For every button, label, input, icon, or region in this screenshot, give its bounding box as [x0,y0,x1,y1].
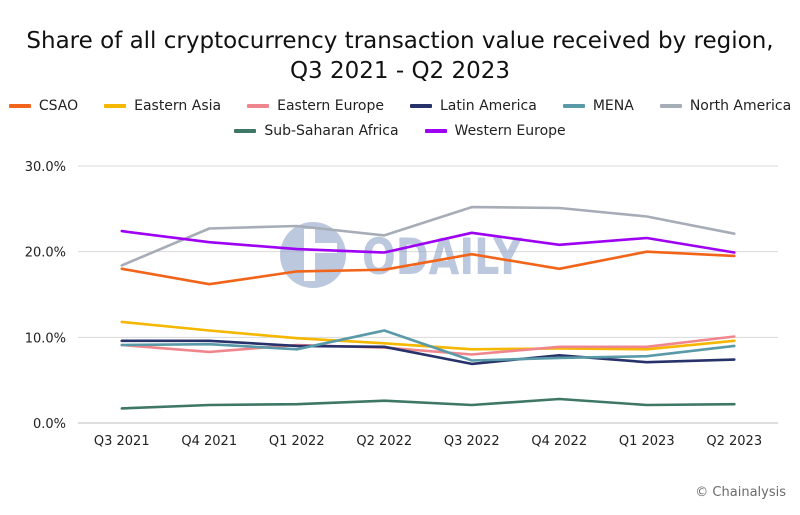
legend-label: Western Europe [454,123,566,139]
y-tick-label: 10.0% [25,331,66,346]
x-tick-label: Q4 2022 [531,434,587,449]
legend-label: Eastern Asia [134,98,222,114]
x-tick-label: Q2 2023 [706,434,762,449]
legend-label: Sub-Saharan Africa [264,123,399,139]
legend-item: Eastern Asia [104,98,221,114]
legend-swatch [424,129,447,133]
series-line-csao [120,250,736,286]
legend-label: Latin America [439,98,537,114]
x-tick-label: Q1 2023 [619,434,675,449]
chart-subtitle: Q3 2021 - Q2 2023 [289,58,511,84]
legend-swatch [247,104,270,108]
legend-swatch [659,104,682,108]
legend-swatch [234,129,257,133]
legend-row-2: Sub-Saharan Africa Western Europe [0,123,800,139]
legend-swatch [104,104,127,108]
legend-item: Latin America [409,98,537,114]
series-line-sub-saharan-africa [120,397,736,410]
x-tick-label: Q3 2022 [444,434,500,449]
legend-label: North America [689,98,792,114]
y-tick-label: 30.0% [25,160,66,175]
legend-item: Sub-Saharan Africa [234,123,399,139]
series-line-western-europe [120,229,736,254]
legend-label: CSAO [38,98,79,114]
series-line-north-america [120,205,736,267]
x-tick-label: Q2 2022 [356,434,412,449]
y-tick-label: 20.0% [25,246,66,261]
legend-item: North America [659,98,792,114]
chart-title: Share of all cryptocurrency transaction … [26,28,774,54]
source-credit: © Chainalysis [695,485,786,500]
x-tick-label: Q1 2022 [269,434,325,449]
series-line-eastern-europe [120,335,736,356]
legend-row-1: CSAO Eastern Asia Eastern Europe Latin Amer… [0,98,800,114]
legend-item: Western Europe [424,123,566,139]
legend-item: Eastern Europe [247,98,384,114]
legend-swatch [409,104,432,108]
watermark-logo: ODAILY [280,222,523,288]
x-tick-label: Q4 2021 [181,434,237,449]
legend-swatch [8,104,31,108]
y-tick-label: 0.0% [33,417,66,432]
series-line-mena [120,329,736,362]
legend-swatch [562,104,585,108]
series-line-latin-america [120,339,736,366]
legend-label: MENA [592,98,634,114]
legend-label: Eastern Europe [277,98,384,114]
legend-item: CSAO [8,98,79,114]
x-tick-label: Q3 2021 [94,434,150,449]
legend-item: MENA [562,98,634,114]
